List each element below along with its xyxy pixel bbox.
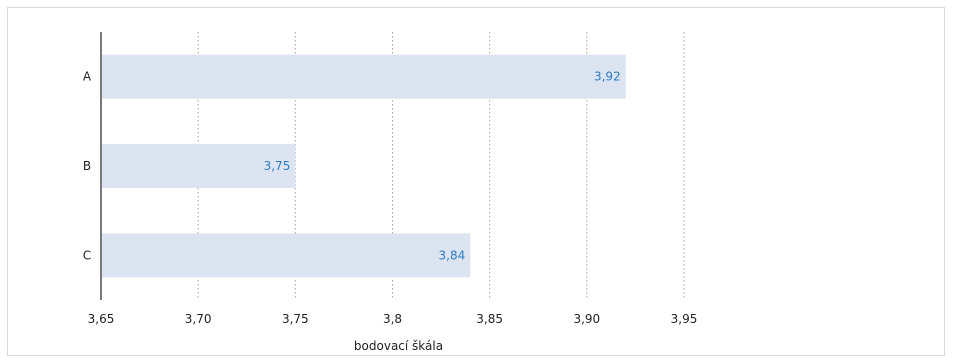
bar	[102, 144, 296, 188]
x-tick-label: 3,70	[185, 312, 212, 326]
bar	[102, 233, 471, 278]
x-tick-label: 3,85	[476, 312, 503, 326]
bars: 3,92 3,75 3,84	[102, 54, 626, 278]
bar-value-label: 3,84	[439, 248, 466, 262]
bar-value-label: 3,92	[594, 70, 621, 84]
x-axis-title: bodovací škála	[354, 339, 443, 353]
category-labels: A B C	[83, 70, 92, 263]
x-tick-label: 3,75	[282, 312, 309, 326]
category-label: A	[83, 70, 92, 84]
category-label: C	[83, 248, 91, 262]
category-label: B	[83, 159, 91, 173]
bar	[102, 54, 626, 99]
x-tick-label: 3,95	[671, 312, 698, 326]
x-tick-label: 3,90	[573, 312, 600, 326]
x-tick-label: 3,65	[88, 312, 115, 326]
x-tick-label: 3,8	[383, 312, 402, 326]
bar-value-label: 3,75	[264, 159, 291, 173]
chart-frame	[7, 7, 945, 356]
x-tick-labels: 3,65 3,70 3,75 3,8 3,85 3,90 3,95	[88, 312, 698, 326]
